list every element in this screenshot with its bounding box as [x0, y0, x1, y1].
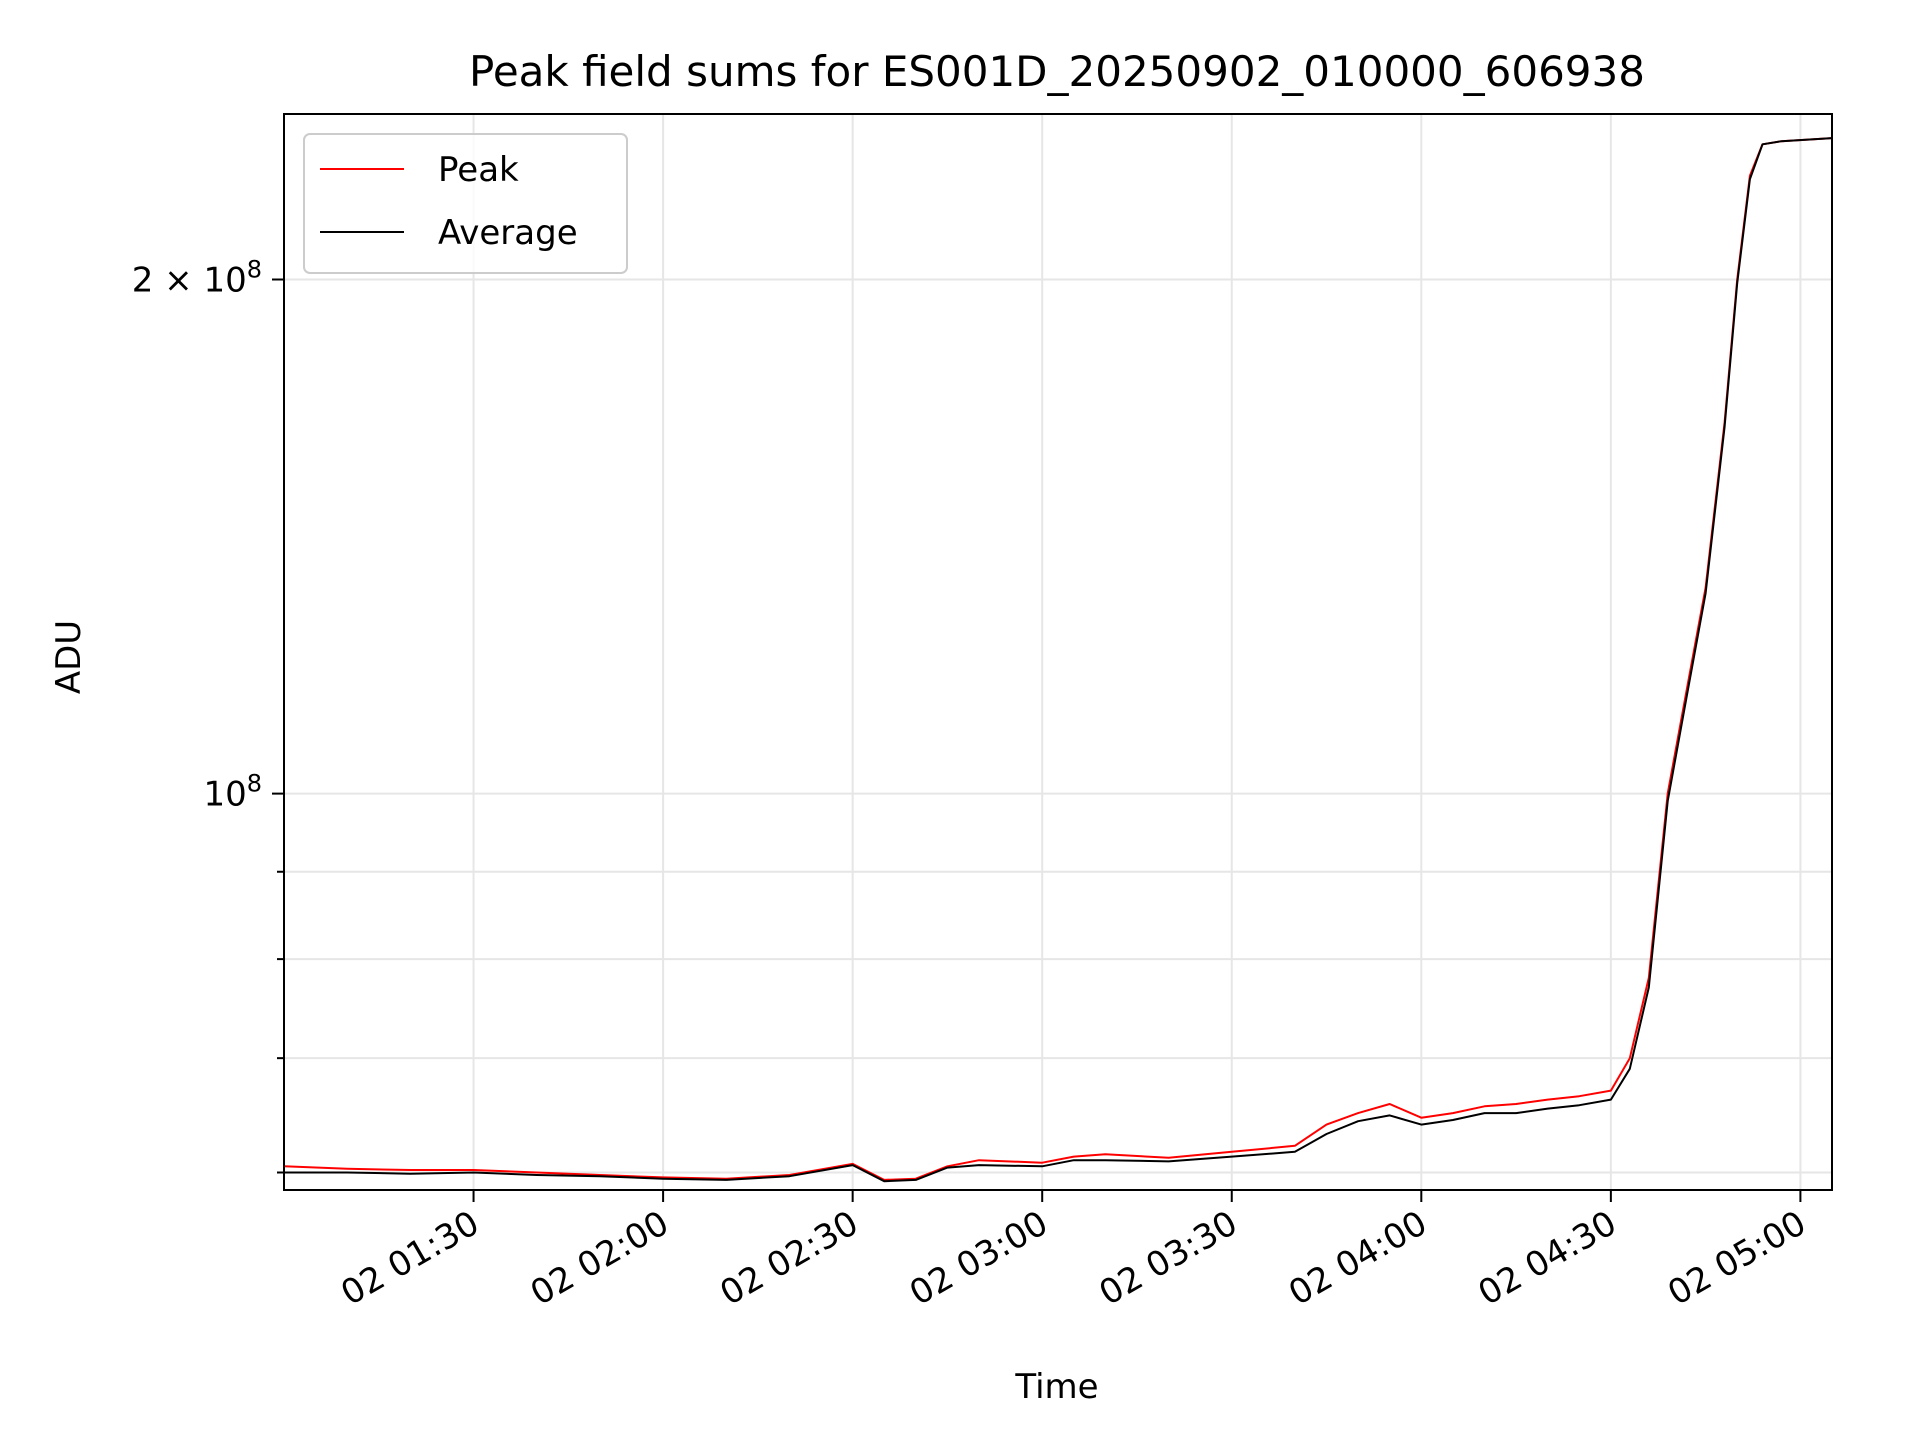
plot-frame: [283, 113, 1833, 1191]
series-line-peak: [283, 137, 1833, 1181]
y-axis-ticks: 108 2 × 108: [132, 256, 284, 1174]
chart-title: Peak field sums for ES001D_20250902_0100…: [469, 47, 1645, 96]
legend-label-peak: Peak: [438, 150, 519, 190]
y-axis-label: ADU: [49, 620, 89, 694]
y-tick-label: 2 × 108: [132, 256, 262, 301]
series-line-average: [284, 137, 1833, 1183]
legend-label-average: Average: [438, 213, 578, 253]
x-axis-label: Time: [1014, 1367, 1098, 1407]
series-layer: [283, 137, 1833, 1183]
grid: [284, 114, 1832, 1190]
y-tick-label: 108: [203, 770, 262, 815]
legend: Peak Average: [303, 133, 628, 274]
